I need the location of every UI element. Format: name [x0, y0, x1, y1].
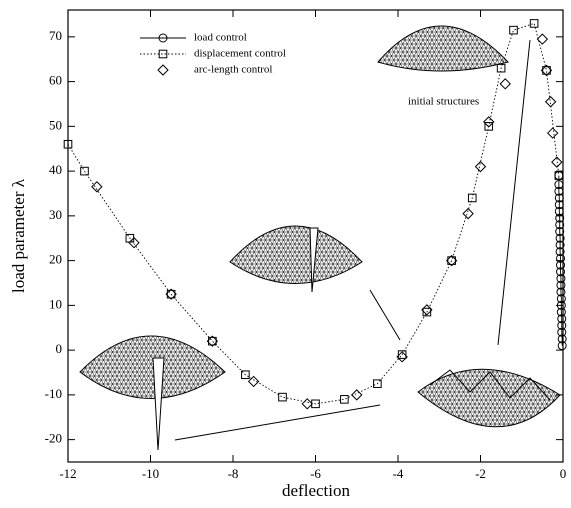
mesh-middle: [230, 226, 362, 284]
y-tick-label: 10: [49, 296, 62, 311]
marker-diamond: [352, 390, 362, 400]
y-tick-label: 20: [49, 252, 62, 267]
marker-diamond: [92, 182, 102, 192]
marker-square: [279, 393, 287, 401]
mesh-illustrations: [80, 26, 560, 450]
y-tick-label: 50: [49, 117, 62, 132]
mesh-left-spike: [153, 358, 164, 450]
mesh-left: [80, 336, 225, 399]
x-tick-label: -10: [142, 466, 159, 481]
marker-diamond: [302, 399, 312, 409]
legend-label: arc-length control: [194, 64, 273, 76]
marker-diamond: [476, 162, 486, 172]
marker-diamond: [537, 34, 547, 44]
marker-diamond: [463, 209, 473, 219]
x-tick-label: -12: [59, 466, 76, 481]
y-tick-label: -10: [45, 386, 62, 401]
marker-diamond: [548, 128, 558, 138]
y-tick-label: 0: [56, 341, 63, 356]
pointer-line: [175, 405, 380, 440]
legend-label: load control: [194, 32, 247, 44]
y-tick-label: -20: [45, 431, 62, 446]
x-tick-label: -8: [228, 466, 239, 481]
marker-diamond: [158, 65, 168, 75]
marker-diamond: [500, 79, 510, 89]
marker-square: [510, 26, 518, 34]
x-tick-label: -4: [393, 466, 404, 481]
pointer-line: [370, 290, 400, 340]
x-tick-label: 0: [560, 466, 567, 481]
chart: initial structures deflection load param…: [0, 0, 571, 508]
y-tick-label: 40: [49, 162, 62, 177]
y-axis-label: load parameter λ: [9, 178, 28, 293]
marker-square: [341, 396, 349, 404]
marker-square: [530, 20, 538, 28]
y-tick-label: 70: [49, 28, 62, 43]
marker-diamond: [546, 97, 556, 107]
legend-label: displacement control: [194, 48, 286, 60]
x-axis-label: deflection: [282, 481, 350, 500]
y-tick-label: 60: [49, 73, 62, 88]
x-tick-label: -2: [475, 466, 486, 481]
x-tick-label: -6: [310, 466, 321, 481]
annotation: initial structures: [408, 96, 479, 108]
y-tick-label: 30: [49, 207, 62, 222]
mesh-initial: [378, 26, 508, 71]
